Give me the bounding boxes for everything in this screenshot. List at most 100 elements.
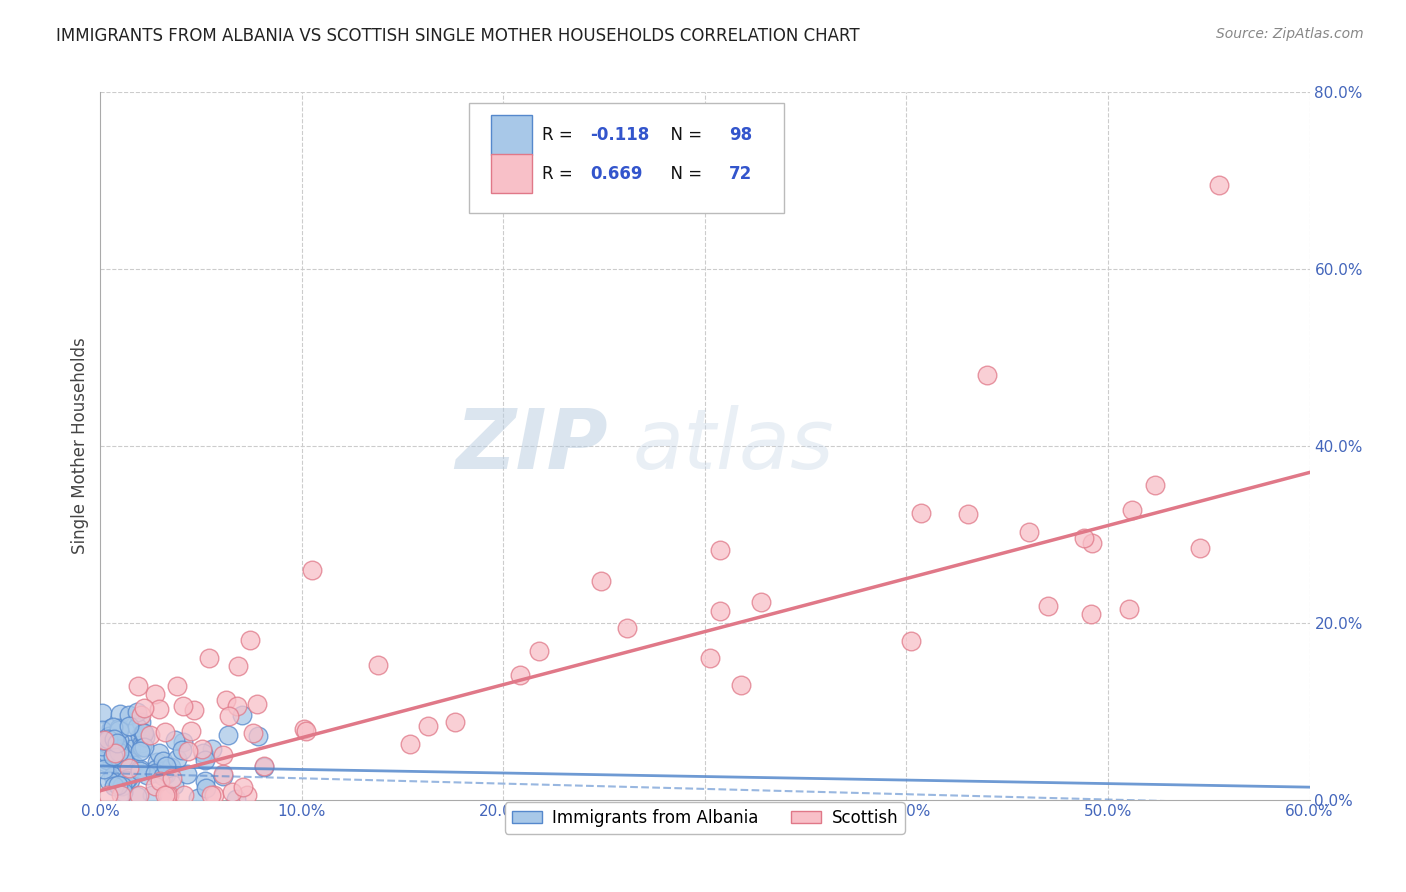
Point xyxy=(1080,607,1102,621)
Point xyxy=(166,680,188,694)
Point xyxy=(444,715,467,730)
Point xyxy=(194,753,217,767)
Point xyxy=(956,508,979,522)
Text: atlas: atlas xyxy=(633,406,834,486)
Point xyxy=(98,738,121,752)
Point xyxy=(177,744,200,758)
Point xyxy=(120,742,142,756)
Text: R =: R = xyxy=(541,126,578,144)
Point xyxy=(163,732,186,747)
FancyBboxPatch shape xyxy=(470,103,783,212)
Point xyxy=(96,753,118,767)
FancyBboxPatch shape xyxy=(491,115,531,154)
Point xyxy=(509,668,531,682)
Point xyxy=(108,741,131,756)
Point xyxy=(1118,602,1140,616)
Point xyxy=(100,721,122,735)
Point xyxy=(976,368,998,383)
Point xyxy=(239,632,262,647)
Point xyxy=(225,699,247,714)
Point xyxy=(129,708,152,723)
Point xyxy=(114,773,136,788)
Point xyxy=(709,542,731,557)
Point xyxy=(138,728,160,742)
Point xyxy=(527,644,550,658)
Point xyxy=(118,761,141,775)
Point xyxy=(191,742,214,756)
Point xyxy=(104,731,127,745)
Point xyxy=(160,771,183,785)
Point xyxy=(172,734,194,748)
Point xyxy=(103,746,125,760)
Point xyxy=(183,703,205,717)
Point xyxy=(91,723,114,737)
Point xyxy=(96,746,118,760)
Point xyxy=(699,651,721,665)
Point xyxy=(131,740,153,755)
Point xyxy=(101,720,124,734)
Point xyxy=(129,714,152,729)
Point xyxy=(155,725,177,739)
Point xyxy=(111,785,134,799)
Point xyxy=(112,745,135,759)
Point xyxy=(148,746,170,760)
Point xyxy=(118,719,141,733)
Y-axis label: Single Mother Households: Single Mother Households xyxy=(72,337,89,554)
Point xyxy=(217,728,239,742)
Point xyxy=(117,771,139,785)
Point xyxy=(91,733,114,747)
Point xyxy=(226,659,249,673)
Point xyxy=(132,725,155,739)
Point xyxy=(211,766,233,780)
Point xyxy=(173,788,195,802)
Point xyxy=(155,767,177,781)
Point xyxy=(105,737,128,751)
Point xyxy=(152,754,174,768)
Point xyxy=(294,724,316,739)
Point xyxy=(212,768,235,782)
Legend: Immigrants from Albania, Scottish: Immigrants from Albania, Scottish xyxy=(505,802,905,834)
Point xyxy=(114,757,136,772)
Point xyxy=(156,788,179,802)
Point xyxy=(103,779,125,793)
Point xyxy=(125,705,148,719)
Point xyxy=(108,723,131,738)
Point xyxy=(143,687,166,701)
Point xyxy=(145,780,167,794)
Point xyxy=(1081,536,1104,550)
Point xyxy=(110,755,132,769)
Point xyxy=(145,762,167,776)
Point xyxy=(97,788,120,802)
Point xyxy=(157,788,180,802)
Text: IMMIGRANTS FROM ALBANIA VS SCOTTISH SINGLE MOTHER HOUSEHOLDS CORRELATION CHART: IMMIGRANTS FROM ALBANIA VS SCOTTISH SING… xyxy=(56,27,860,45)
Point xyxy=(111,779,134,793)
Point xyxy=(910,506,932,520)
Point xyxy=(93,762,115,776)
Point xyxy=(134,730,156,744)
Point xyxy=(176,767,198,781)
Point xyxy=(195,781,218,796)
Point xyxy=(97,774,120,789)
Point xyxy=(91,735,114,749)
Point xyxy=(231,707,253,722)
Point xyxy=(232,780,254,794)
Point xyxy=(105,777,128,791)
Point xyxy=(134,701,156,715)
Text: -0.118: -0.118 xyxy=(591,126,650,144)
Point xyxy=(204,788,226,802)
Point xyxy=(103,749,125,764)
FancyBboxPatch shape xyxy=(491,154,531,194)
Point xyxy=(132,740,155,755)
Point xyxy=(153,788,176,802)
Point xyxy=(149,774,172,789)
Point xyxy=(110,788,132,802)
Point xyxy=(242,726,264,740)
Point xyxy=(128,729,150,743)
Point xyxy=(129,764,152,779)
Point xyxy=(127,679,149,693)
Point xyxy=(730,678,752,692)
Point xyxy=(115,758,138,772)
Point xyxy=(132,725,155,739)
Point xyxy=(1073,532,1095,546)
Point xyxy=(172,699,194,714)
